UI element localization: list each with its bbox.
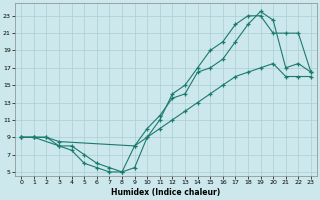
X-axis label: Humidex (Indice chaleur): Humidex (Indice chaleur) (111, 188, 221, 197)
